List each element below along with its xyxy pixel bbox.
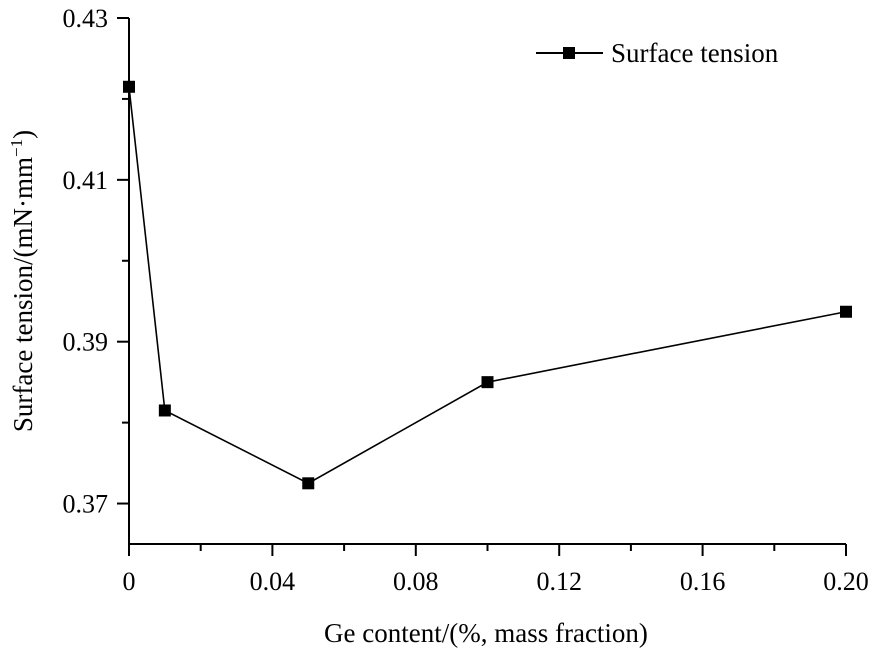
data-point — [840, 305, 852, 318]
x-axis-label: Ge content/(%, mass fraction) — [324, 618, 648, 648]
data-point — [302, 477, 315, 490]
series-layer — [123, 80, 852, 490]
data-point — [123, 80, 135, 93]
axes — [128, 18, 846, 545]
y-tick-label: 0.43 — [63, 4, 109, 33]
x-tick-label: 0.04 — [250, 567, 296, 596]
y-axis-label-main: Surface tension/(mN·mm — [8, 157, 38, 432]
y-tick-label: 0.39 — [63, 328, 109, 357]
y-tick-label: 0.37 — [63, 490, 109, 519]
y-axis-label-sup: −1 — [7, 139, 26, 157]
x-tick-label: 0.08 — [393, 567, 439, 596]
legend-label: Surface tension — [611, 38, 779, 68]
y-axis-label: Surface tension/(mN·mm−1) — [7, 130, 38, 432]
data-point — [481, 376, 494, 389]
legend: Surface tension — [536, 38, 779, 68]
legend-marker — [563, 47, 575, 59]
x-tick-label: 0 — [123, 567, 136, 596]
x-tick-label: 0.16 — [680, 567, 726, 596]
series-line — [128, 86, 847, 485]
x-tick-label: 0.20 — [823, 567, 869, 596]
y-tick-label: 0.41 — [63, 166, 109, 195]
y-axis-label-close: ) — [8, 130, 38, 139]
ticks: 0 0.04 0.08 0.12 0.16 0.20 0.37 0.39 0.41 0.43 — [63, 4, 869, 596]
data-point — [158, 404, 171, 417]
x-tick-label: 0.12 — [536, 567, 582, 596]
